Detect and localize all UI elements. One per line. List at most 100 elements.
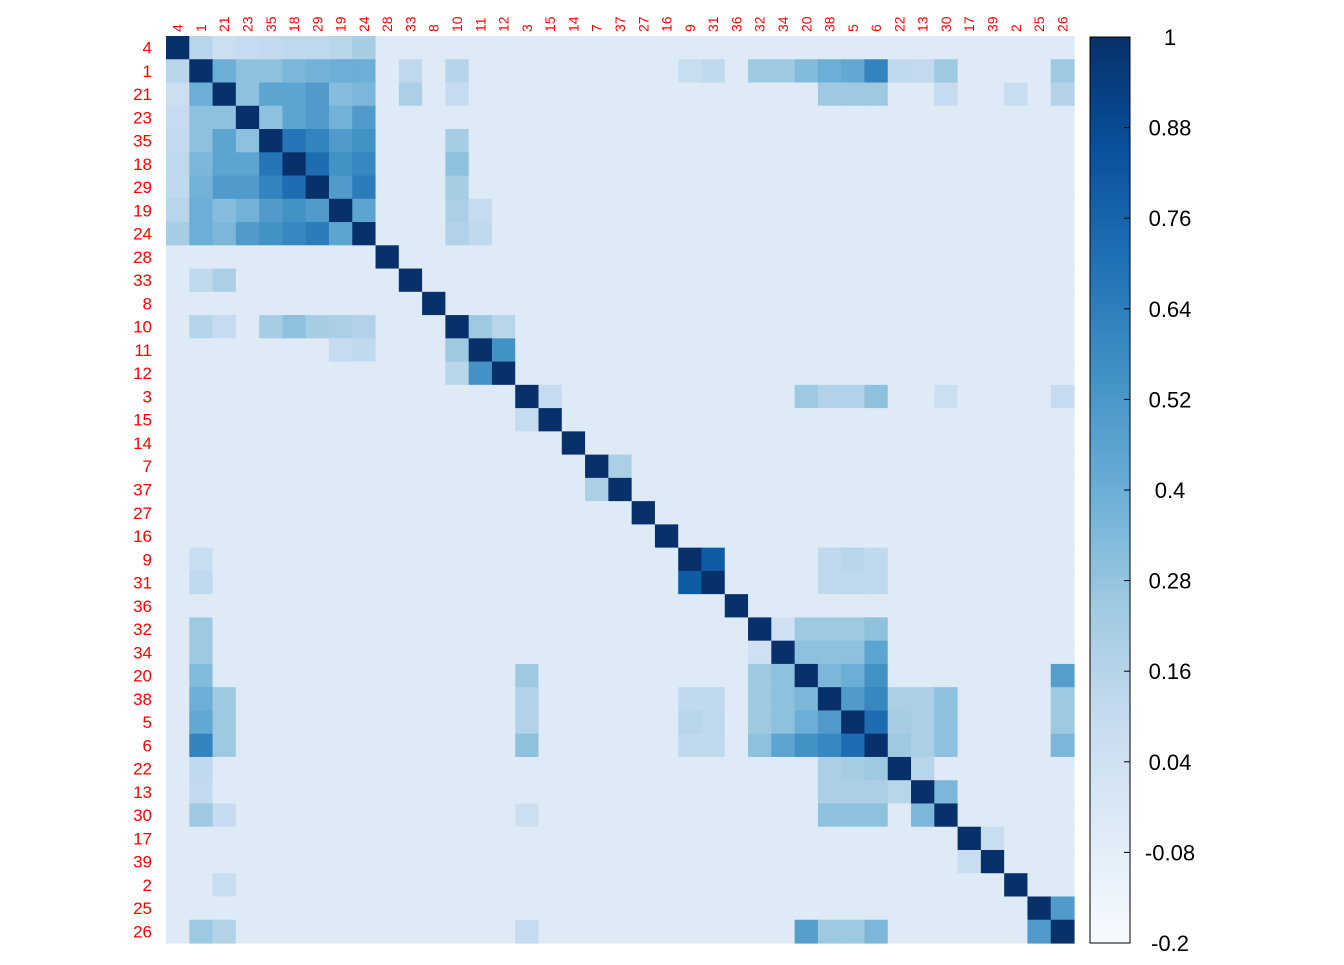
heatmap-cell-31-31 [701, 570, 726, 595]
heatmap-cell-31-36 [724, 570, 749, 595]
column-label-5: 5 [845, 24, 861, 32]
heatmap-cell-30-21 [212, 803, 237, 828]
heatmap-cell-21-39 [980, 82, 1005, 107]
heatmap-cell-4-2 [1004, 36, 1029, 60]
heatmap-cell-23-38 [817, 105, 842, 130]
heatmap-cell-34-19 [328, 640, 353, 665]
heatmap-cell-15-39 [980, 408, 1005, 432]
heatmap-cell-9-33 [398, 547, 423, 572]
heatmap-cell-21-1 [189, 82, 214, 107]
heatmap-cell-24-1 [189, 222, 214, 246]
heatmap-cell-39-35 [259, 849, 284, 874]
heatmap-cell-36-31 [701, 594, 726, 619]
heatmap-cell-19-21 [212, 198, 237, 223]
heatmap-cell-5-14 [561, 710, 586, 735]
column-label-11: 11 [472, 17, 488, 32]
heatmap-cell-16-36 [724, 524, 749, 549]
heatmap-cell-20-22 [887, 663, 912, 688]
heatmap-cell-2-25 [1027, 873, 1052, 898]
heatmap-cell-2-4 [166, 873, 190, 898]
row-label-35: 35 [133, 132, 152, 151]
heatmap-cell-31-38 [817, 570, 842, 595]
heatmap-cell-26-18 [282, 919, 307, 944]
heatmap-cell-3-39 [980, 384, 1005, 409]
heatmap-cell-17-11 [468, 826, 493, 851]
heatmap-cell-38-36 [724, 687, 749, 712]
heatmap-cell-25-10 [445, 896, 470, 921]
heatmap-cell-1-1 [189, 59, 214, 84]
heatmap-cell-14-22 [887, 431, 912, 456]
heatmap-cell-24-29 [305, 222, 330, 246]
colorbar-tick-label: 0.64 [1149, 297, 1192, 322]
heatmap-cell-9-14 [561, 547, 586, 572]
heatmap-cell-2-17 [957, 873, 982, 898]
heatmap-cell-4-32 [748, 36, 772, 60]
heatmap-cell-26-12 [491, 919, 516, 944]
heatmap-cell-14-17 [957, 431, 982, 456]
heatmap-cell-6-32 [748, 733, 772, 758]
heatmap-cell-34-6 [864, 640, 889, 665]
heatmap-cell-30-33 [398, 803, 423, 828]
heatmap-cell-19-16 [654, 198, 679, 223]
heatmap-cell-26-28 [375, 919, 400, 944]
heatmap-cell-28-23 [235, 245, 260, 270]
heatmap-cell-21-3 [515, 82, 540, 107]
heatmap-cell-25-29 [305, 896, 330, 921]
heatmap-cell-13-19 [328, 780, 353, 805]
heatmap-cell-28-11 [468, 245, 493, 270]
heatmap-cell-2-10 [445, 873, 470, 898]
heatmap-cell-10-36 [724, 315, 749, 339]
heatmap-cell-17-12 [491, 826, 516, 851]
heatmap-cell-39-26 [1050, 849, 1075, 874]
heatmap-cell-17-4 [166, 826, 190, 851]
heatmap-cell-39-28 [375, 849, 400, 874]
heatmap-cell-11-14 [561, 338, 586, 363]
heatmap-cell-36-18 [282, 594, 307, 619]
heatmap-cell-5-3 [515, 710, 540, 735]
heatmap-cell-2-29 [305, 873, 330, 898]
heatmap-cell-11-13 [911, 338, 935, 363]
heatmap-cell-9-9 [678, 547, 703, 572]
heatmap-cell-26-22 [887, 919, 912, 944]
heatmap-cell-23-31 [701, 105, 726, 130]
row-label-3: 3 [143, 388, 152, 407]
heatmap-cell-17-34 [771, 826, 796, 851]
heatmap-cell-11-4 [166, 338, 190, 363]
heatmap-cell-34-26 [1050, 640, 1075, 665]
heatmap-cell-26-34 [771, 919, 796, 944]
heatmap-cell-3-22 [887, 384, 912, 409]
heatmap-cell-11-21 [212, 338, 237, 363]
heatmap-cell-37-26 [1050, 477, 1075, 502]
heatmap-cell-38-5 [841, 687, 866, 712]
heatmap-cell-15-34 [771, 408, 796, 432]
heatmap-cell-9-4 [166, 547, 190, 572]
heatmap-cell-2-21 [212, 873, 237, 898]
heatmap-cell-13-38 [817, 780, 842, 805]
heatmap-cell-39-14 [561, 849, 586, 874]
heatmap-cell-22-15 [538, 756, 563, 781]
heatmap-cell-14-34 [771, 431, 796, 456]
heatmap-cell-6-4 [166, 733, 190, 758]
heatmap-cell-12-27 [631, 361, 656, 386]
heatmap-cell-33-2 [1004, 268, 1029, 293]
heatmap-cell-34-34 [771, 640, 796, 665]
heatmap-cell-35-20 [794, 129, 819, 153]
heatmap-cell-21-7 [585, 82, 609, 107]
heatmap-cell-20-28 [375, 663, 400, 688]
heatmap-cell-1-37 [608, 59, 633, 84]
heatmap-cell-8-12 [491, 291, 516, 316]
heatmap-cell-36-29 [305, 594, 330, 619]
column-label-3: 3 [519, 24, 535, 32]
heatmap-cell-38-8 [422, 687, 446, 712]
heatmap-cell-1-6 [864, 59, 889, 84]
heatmap-cell-28-35 [259, 245, 284, 270]
heatmap-cell-29-32 [748, 175, 772, 200]
heatmap-cell-2-20 [794, 873, 819, 898]
heatmap-cell-17-1 [189, 826, 214, 851]
heatmap-cell-29-37 [608, 175, 633, 200]
row-label-32: 32 [133, 620, 152, 639]
heatmap-cell-21-33 [398, 82, 423, 107]
heatmap-cell-32-36 [724, 617, 749, 642]
heatmap-cell-37-20 [794, 477, 819, 502]
heatmap-cell-25-14 [561, 896, 586, 921]
